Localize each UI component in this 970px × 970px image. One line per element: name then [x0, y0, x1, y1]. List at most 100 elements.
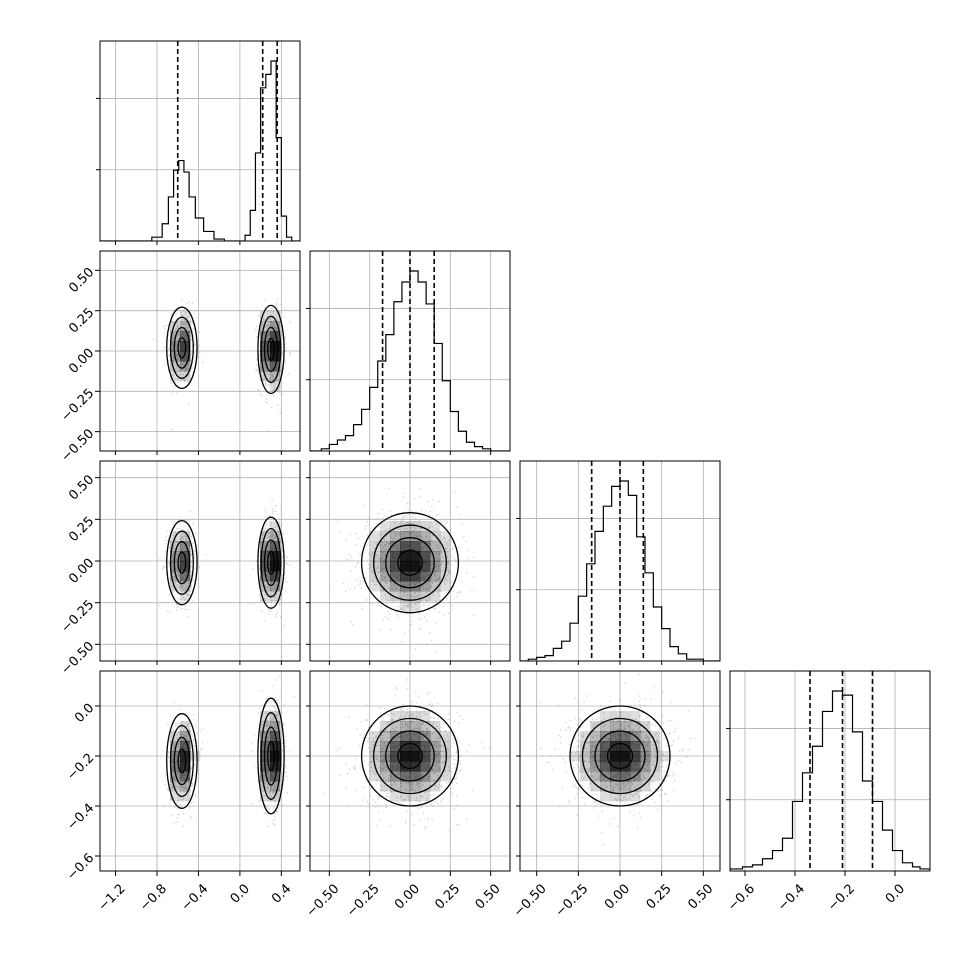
density-cell	[590, 761, 601, 772]
density-cell	[390, 781, 401, 792]
density-cell	[600, 741, 611, 752]
histogram-step-line	[100, 60, 300, 241]
contour-line	[263, 326, 279, 373]
y-tick-label: 0.00	[66, 346, 97, 377]
density-cell	[420, 551, 431, 562]
density-cell	[260, 751, 271, 762]
density-cell	[440, 751, 451, 762]
density-cell	[270, 721, 281, 732]
density-cell	[270, 741, 281, 752]
density-cell	[440, 561, 451, 572]
x-tick-label: −0.4	[179, 881, 212, 914]
density-cell	[180, 321, 191, 332]
density-cell	[380, 741, 391, 752]
density-cell	[370, 551, 381, 562]
density-cell	[440, 531, 451, 542]
contour-line	[581, 717, 659, 795]
contour-line	[263, 539, 279, 587]
histogram-step-line	[310, 270, 510, 451]
contour-line	[173, 541, 191, 585]
density-cell	[430, 751, 441, 762]
density-cell	[170, 341, 181, 352]
density-cell	[170, 321, 181, 332]
density-cell	[270, 521, 281, 532]
density-cell	[650, 771, 661, 782]
x-tick-label: 0.25	[644, 881, 675, 912]
density-cell	[270, 591, 281, 602]
density-cell	[270, 761, 281, 772]
density-cell	[180, 531, 191, 542]
density-cell	[400, 741, 411, 752]
y-tick-label: 0.00	[66, 556, 97, 587]
density-cell	[640, 741, 651, 752]
y-tick-label: −0.25	[59, 386, 98, 425]
density-cell	[650, 731, 661, 742]
y-tick-label: 0.50	[66, 265, 97, 296]
density-cell	[390, 741, 401, 752]
density-cell	[270, 751, 281, 762]
density-cell	[180, 371, 191, 382]
x-tick-label: −0.8	[137, 881, 170, 914]
density-cell	[620, 741, 631, 752]
density-cell	[630, 711, 641, 722]
density-cell	[410, 791, 421, 802]
density-cell	[400, 601, 411, 612]
contour-line	[257, 516, 285, 609]
density-cell	[390, 571, 401, 582]
histogram-step-line	[730, 690, 930, 871]
contour-line	[166, 306, 198, 390]
density-cell	[430, 581, 441, 592]
histogram-step-line	[520, 480, 720, 661]
y-tick-label: −0.6	[64, 851, 97, 884]
density-cell	[400, 591, 411, 602]
density-cell	[610, 721, 621, 732]
density-cell	[580, 751, 591, 762]
density-cell	[400, 521, 411, 532]
density-cell	[410, 751, 421, 762]
density-cell	[600, 751, 611, 762]
density-cell	[410, 771, 421, 782]
density-cell	[400, 571, 411, 582]
density-cell	[400, 581, 411, 592]
x-tick-label: −0.2	[825, 881, 858, 914]
density-cell	[570, 751, 581, 762]
density-cell	[380, 541, 391, 552]
density-cell	[260, 581, 271, 592]
density-cell	[430, 761, 441, 772]
density-cell	[630, 751, 641, 762]
density-cell	[650, 761, 661, 772]
contour-line	[257, 697, 285, 815]
density-cell	[420, 721, 431, 732]
density-cell	[400, 531, 411, 542]
density-cell	[430, 541, 441, 552]
density-cell	[170, 361, 181, 372]
density-cell	[420, 791, 431, 802]
density-cell	[420, 571, 431, 582]
density-cell	[620, 771, 631, 782]
contour-line	[177, 748, 187, 774]
contour-line	[173, 736, 191, 786]
density-cell	[420, 581, 431, 592]
density-cell	[170, 781, 181, 792]
density-cell	[180, 571, 191, 582]
density-cell	[380, 561, 391, 572]
density-cell	[390, 541, 401, 552]
contour-line	[260, 712, 282, 800]
density-cell	[260, 541, 271, 552]
density-cell	[610, 771, 621, 782]
contour-line	[177, 336, 187, 359]
contour-line	[594, 730, 646, 782]
contour-line	[606, 742, 634, 770]
density-cell	[660, 751, 671, 762]
density-cell	[270, 341, 281, 352]
density-cell	[620, 721, 631, 732]
density-cell	[390, 561, 401, 572]
contour-line	[169, 316, 194, 379]
density-cell	[380, 781, 391, 792]
density-cell	[170, 371, 181, 382]
density-cell	[260, 791, 271, 802]
density-cell	[260, 781, 271, 792]
panel-frame	[99, 670, 301, 872]
contour-line	[360, 512, 460, 614]
density-cell	[270, 581, 281, 592]
